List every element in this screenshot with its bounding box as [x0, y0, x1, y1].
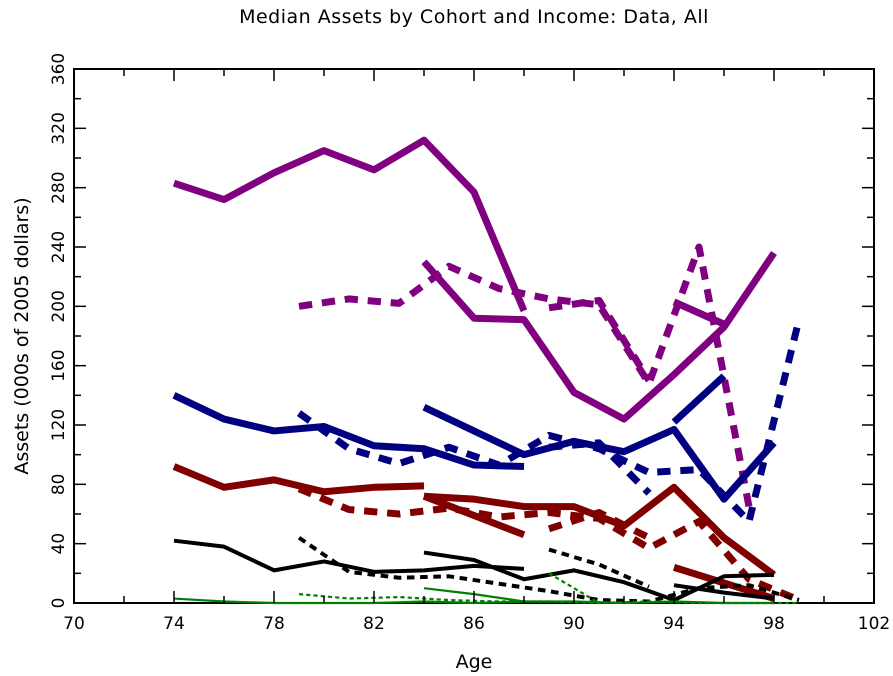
series-line-maroon-dashed	[297, 485, 801, 604]
series-line-navy-dashed	[548, 439, 652, 496]
series-line-black-solid	[423, 550, 775, 603]
y-tick-label: 240	[49, 231, 69, 263]
series-line-black-dashed	[297, 536, 800, 604]
series-line-green-solid	[173, 597, 525, 605]
series-line-black-solid	[173, 538, 525, 574]
y-tick-label: 360	[49, 53, 69, 85]
x-tick-label: 74	[163, 614, 185, 634]
x-axis-label: Age	[456, 651, 493, 673]
axis-ticks: 70 74 78 82 86 90 94 98 102 0 40 80 120 160 200 240 280 3…	[49, 53, 890, 634]
series-line-navy-solid	[671, 373, 727, 425]
series-line-navy-solid	[422, 404, 777, 503]
chart-title: Median Assets by Cohort and Income: Data…	[239, 6, 709, 28]
y-tick-label: 320	[49, 112, 69, 144]
series-line-maroon-dashed	[547, 509, 651, 541]
x-tick-label: 102	[858, 614, 890, 634]
plot-frame	[73, 68, 875, 604]
x-tick-label: 86	[463, 614, 485, 634]
y-tick-label: 0	[49, 598, 69, 609]
x-tick-label: 98	[763, 614, 785, 634]
y-tick-label: 280	[49, 171, 69, 203]
series-line-purple-dashed	[298, 243, 753, 508]
x-tick-label: 90	[563, 614, 585, 634]
series-line-navy-solid	[172, 392, 525, 471]
x-tick-label: 70	[63, 614, 85, 634]
x-tick-label: 82	[363, 614, 385, 634]
series-line-maroon-solid	[422, 492, 526, 539]
series-group	[172, 136, 803, 605]
y-tick-label: 40	[49, 533, 69, 555]
series-line-navy-dashed	[296, 318, 803, 525]
y-axis-label: Assets (000s of 2005 dollars)	[11, 197, 33, 474]
series-line-green-dashed	[548, 572, 600, 604]
y-tick-label: 160	[49, 349, 69, 381]
x-tick-label: 94	[663, 614, 685, 634]
series-line-purple-dashed	[548, 296, 652, 383]
series-line-black-solid	[673, 583, 775, 601]
series-line-green-dashed	[298, 593, 799, 605]
series-line-purple-solid	[172, 136, 528, 313]
series-line-black-dashed	[548, 547, 650, 589]
y-tick-label: 200	[49, 290, 69, 322]
x-tick-label: 78	[263, 614, 285, 634]
series-line-maroon-solid	[672, 564, 776, 602]
y-tick-label: 80	[49, 474, 69, 496]
plot-area	[73, 68, 875, 604]
series-line-maroon-solid	[172, 463, 425, 496]
y-tick-label: 120	[49, 409, 69, 441]
